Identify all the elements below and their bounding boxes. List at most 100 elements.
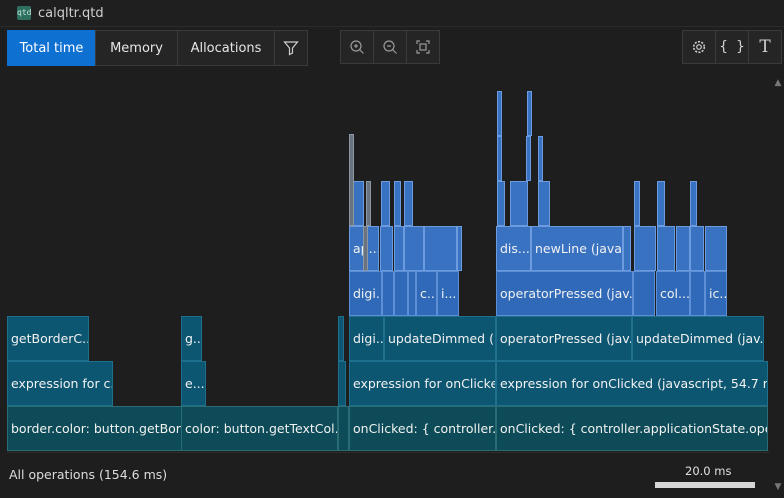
flame-frame[interactable] — [690, 181, 697, 226]
frame-label: getBorderC... — [11, 331, 89, 346]
flame-frame[interactable] — [363, 226, 368, 271]
flame-frame[interactable]: ic... — [705, 271, 727, 316]
frame-label: onClicked: { controller.... — [353, 421, 496, 436]
flame-frame[interactable] — [623, 226, 631, 271]
flame-frame[interactable]: e... — [181, 361, 206, 406]
frame-label: col... — [660, 286, 690, 301]
zoom-out-button[interactable] — [373, 30, 407, 64]
flame-frame[interactable] — [404, 181, 413, 226]
flame-frame[interactable]: color: button.getTextCol... — [181, 406, 338, 451]
flame-frame[interactable] — [349, 134, 354, 226]
time-scale-label: 20.0 ms — [685, 464, 732, 478]
flame-frame[interactable] — [338, 406, 349, 451]
tab-memory[interactable]: Memory — [95, 30, 178, 66]
frame-label: ic... — [709, 286, 727, 301]
qtd-file-icon: qtd — [17, 6, 31, 20]
flame-frame[interactable] — [394, 181, 401, 226]
flame-frame[interactable]: updateDimmed (... — [384, 316, 496, 361]
flame-frame[interactable] — [424, 226, 457, 271]
frame-label: digi... — [353, 286, 381, 301]
flame-frame[interactable]: getBorderC... — [7, 316, 89, 361]
flame-frame[interactable]: dis... — [496, 226, 531, 271]
frame-label: c... — [420, 286, 437, 301]
filter-icon — [283, 41, 299, 56]
flame-frame[interactable] — [366, 181, 371, 226]
flame-frame[interactable] — [380, 226, 393, 271]
flame-frame[interactable] — [633, 271, 655, 316]
flame-frame[interactable]: digi... — [349, 316, 384, 361]
title-bar: qtd calqltr.qtd — [0, 0, 784, 27]
flame-frame[interactable] — [527, 91, 532, 136]
frame-label: expression for onClicke... — [353, 376, 496, 391]
frame-label: i... — [441, 286, 457, 301]
frame-label: digi... — [353, 331, 384, 346]
settings-icon — [692, 40, 706, 54]
flame-frame[interactable] — [394, 226, 404, 271]
flame-frame[interactable] — [457, 226, 462, 271]
flame-frame[interactable] — [657, 181, 665, 226]
frame-label: border.color: button.getBor... — [11, 421, 182, 436]
flame-frame[interactable] — [497, 91, 502, 136]
frame-label: operatorPressed (jav... — [500, 286, 633, 301]
file-title: calqltr.qtd — [38, 5, 104, 21]
text-button[interactable]: T — [748, 30, 782, 64]
frame-label: expression for c... — [11, 376, 113, 391]
flame-frame[interactable]: g... — [181, 316, 202, 361]
flame-frame[interactable] — [408, 271, 416, 316]
flame-frame[interactable]: border.color: button.getBor... — [7, 406, 182, 451]
flame-frame[interactable] — [690, 226, 704, 271]
flame-frame[interactable] — [404, 226, 424, 271]
flame-frame[interactable] — [690, 271, 705, 316]
settings-button[interactable] — [682, 30, 716, 64]
filter-button[interactable] — [274, 30, 308, 66]
flame-frame[interactable] — [394, 271, 408, 316]
flame-frame[interactable] — [382, 271, 394, 316]
flame-frame[interactable] — [705, 226, 727, 271]
flame-frame[interactable]: expression for onClicke... — [349, 361, 496, 406]
braces-button[interactable]: { } — [715, 30, 749, 64]
flame-frame[interactable]: i... — [437, 271, 459, 316]
flame-frame[interactable] — [497, 181, 505, 226]
tab-allocations[interactable]: Allocations — [177, 30, 275, 66]
scroll-down-arrow-icon[interactable]: ▼ — [774, 482, 782, 492]
flame-frame[interactable] — [338, 316, 344, 361]
frame-label: g... — [185, 331, 201, 346]
flame-frame[interactable]: operatorPressed (jav... — [496, 316, 632, 361]
braces-icon: { } — [719, 39, 745, 55]
frame-label: e... — [185, 376, 205, 391]
flame-frame[interactable]: expression for c... — [7, 361, 113, 406]
frame-label: updateDimmed (jav... — [636, 331, 764, 346]
frame-label: expression for onClicked (javascript, 54… — [500, 376, 768, 391]
frame-label: updateDimmed (... — [388, 331, 496, 346]
flame-frame[interactable] — [510, 181, 528, 226]
flame-frame[interactable]: operatorPressed (jav... — [496, 271, 633, 316]
fit-icon — [416, 40, 430, 54]
tab-total-time[interactable]: Total time — [7, 30, 96, 66]
flame-frame[interactable] — [538, 136, 543, 181]
zoom-in-button[interactable] — [340, 30, 374, 64]
flame-frame[interactable]: col... — [656, 271, 690, 316]
flame-frame[interactable] — [634, 181, 640, 226]
flame-frame[interactable]: c... — [416, 271, 437, 316]
footer: All operations (154.6 ms) 20.0 ms — [0, 458, 770, 496]
flame-frame[interactable] — [381, 181, 390, 226]
flame-frame[interactable] — [497, 136, 502, 181]
time-scale-bar — [655, 482, 755, 488]
flame-frame[interactable]: digi... — [349, 271, 382, 316]
flame-frame[interactable]: updateDimmed (jav... — [632, 316, 764, 361]
flame-frame[interactable] — [338, 361, 346, 406]
frame-label: operatorPressed (jav... — [500, 331, 632, 346]
flame-frame[interactable] — [676, 226, 690, 271]
flame-frame[interactable]: onClicked: { controller.... — [349, 406, 496, 451]
flame-frame[interactable]: expression for onClicked (javascript, 54… — [496, 361, 768, 406]
flame-frame[interactable] — [526, 136, 531, 181]
scroll-up-arrow-icon[interactable]: ▲ — [774, 78, 782, 88]
frame-label: newLine (java... — [535, 241, 622, 256]
flame-frame[interactable] — [538, 181, 550, 226]
flame-frame[interactable] — [657, 226, 675, 271]
frame-label: onClicked: { controller.applicationState… — [500, 421, 768, 436]
flame-frame[interactable]: newLine (java... — [531, 226, 623, 271]
fit-button[interactable] — [406, 30, 440, 64]
flame-frame[interactable] — [634, 226, 656, 271]
flame-frame[interactable]: onClicked: { controller.applicationState… — [496, 406, 768, 451]
